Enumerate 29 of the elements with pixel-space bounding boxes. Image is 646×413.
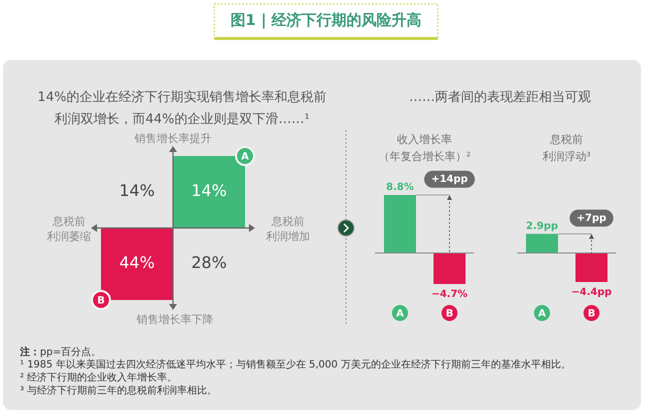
text: +7pp [576, 212, 606, 224]
series-label: 销售增长率提升 [134, 132, 212, 146]
x-tick-label: B [446, 308, 454, 320]
text: 14%的企业在经济下行期实现销售增长率和息税前利润双增长，而44%的企业则是双下滑……¹ [38, 88, 326, 127]
text: B [97, 295, 105, 306]
x-tick-label: B [588, 308, 596, 320]
text: ¹ 1985 年以来美国过去四次经济低迷平均水平；与销售额至少在 5,000 万美元的企业在经济下行期前三年的基准水平相比。 [20, 358, 571, 371]
data-label: 2.9pp [526, 220, 558, 232]
data-label: 14% [119, 181, 155, 200]
data-label: 14% [191, 181, 227, 200]
x-tick-label: A [538, 308, 546, 320]
chart-subtitle: ……两者间的表现差距相当可观 [409, 90, 591, 105]
text: ² 经济下行期的企业收入年增长率。 [20, 372, 178, 384]
data-label: 44% [119, 253, 155, 272]
text: +14pp [431, 174, 468, 185]
category-label: 息税前利润增加 [266, 215, 310, 244]
series-label: 销售增长率下降 [136, 313, 214, 326]
data-label: 28% [191, 253, 227, 272]
text: 图1 | 经济下行期的风险升高 [230, 11, 422, 30]
category-label: 息税前利润萎缩 [47, 215, 91, 244]
text: A [241, 151, 250, 162]
data-label: −4.7% [431, 288, 468, 300]
data-label: 8.8% [386, 182, 414, 193]
text: 注：pp=百分点。 [19, 346, 102, 358]
x-tick-label: A [396, 308, 404, 320]
data-label: −4.4pp [571, 286, 612, 298]
text: ³ 与经济下行期前三年的息税前利润率相比。 [20, 384, 218, 397]
chart-title: 收入增长率（年复合增长率）² [378, 133, 471, 164]
chart-title: 息税前利润浮动³ [542, 133, 591, 164]
